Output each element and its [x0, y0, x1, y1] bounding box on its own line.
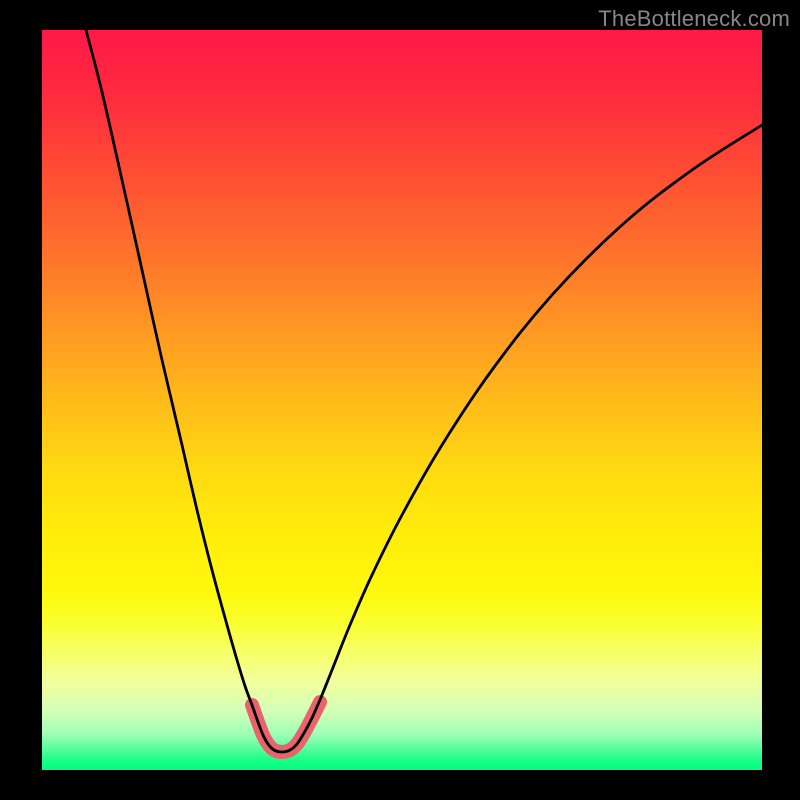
plot-area	[42, 30, 762, 770]
watermark-text: TheBottleneck.com	[598, 6, 790, 32]
curve-layer	[42, 30, 762, 770]
bottleneck-highlight-curve	[252, 702, 320, 752]
bottleneck-main-curve	[86, 30, 762, 752]
